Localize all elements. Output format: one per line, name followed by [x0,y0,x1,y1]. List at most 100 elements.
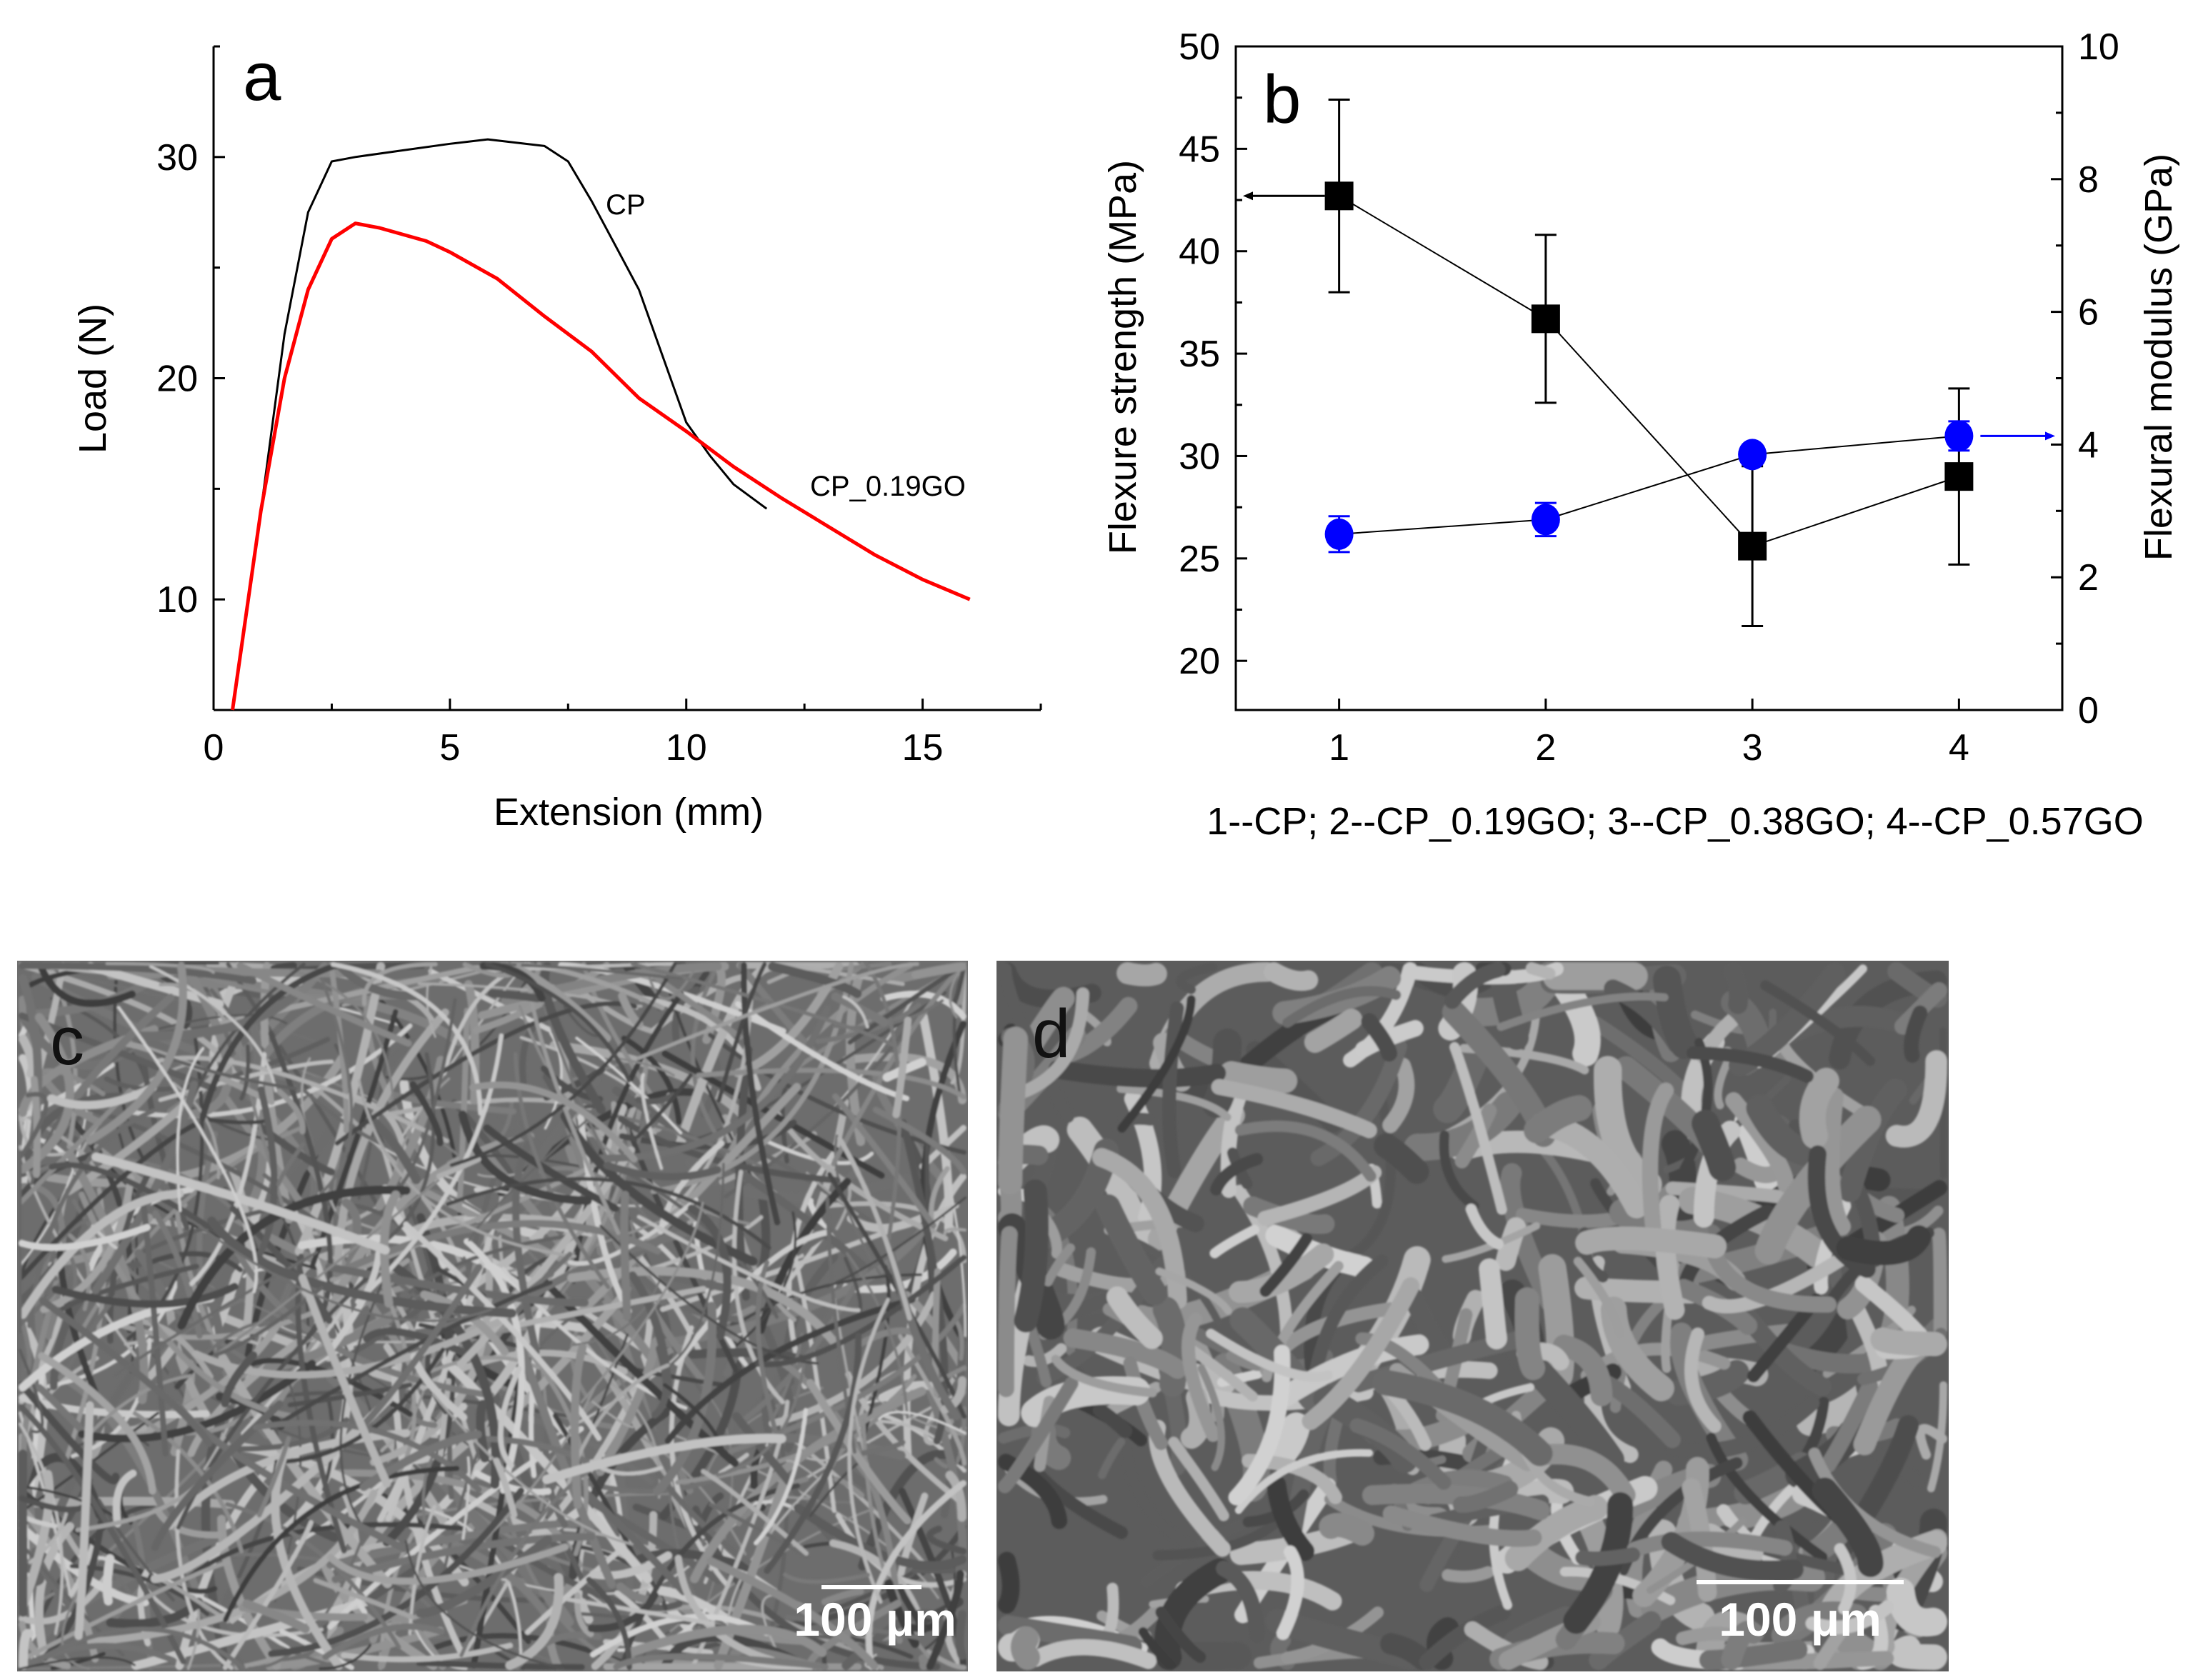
sem-fiber [1575,1547,1641,1566]
sem-fiber [1504,1494,1609,1571]
sem-fiber [1652,965,1699,1059]
sem-fiber [636,1073,693,1139]
arrow-head-right-icon [2045,431,2055,441]
sem-fiber [1886,1577,1947,1636]
sem-fiber [1209,1224,1260,1259]
sem-fiber [591,1401,634,1429]
sem-fiber [19,1091,49,1159]
scale-bar-label-c: 100 μm [794,1593,956,1646]
sem-fiber [1282,986,1402,1028]
sem-fiber [85,961,187,1145]
sem-fiber [276,1142,306,1186]
sem-fiber [40,1174,135,1314]
sem-fiber [334,1001,638,1146]
sem-fiber [1123,1356,1168,1451]
sem-fiber [361,961,438,1006]
sem-fiber [650,962,854,1194]
sem-fiber [1234,1120,1377,1182]
sem-fiber [647,1458,754,1567]
sem-fiber [774,1110,949,1241]
sem-fiber [18,1560,231,1663]
sem-fiber [821,1588,864,1606]
sem-fiber [46,1083,157,1110]
sem-fiber [216,1514,281,1671]
sem-fiber [661,1050,885,1179]
sem-fiber [19,1149,103,1204]
sem-fiber [1010,1626,1041,1671]
sem-fiber [518,1004,751,1226]
sem-fiber [621,1035,682,1125]
sem-fiber [409,1081,444,1146]
sem-fiber [116,1006,259,1294]
sem-fiber [150,1394,394,1584]
sem-fiber [1514,1287,1546,1381]
sem-fiber [473,1470,551,1496]
series-label-cp: CP [606,189,646,221]
sem-fiber [19,1656,136,1671]
sem-fiber [918,1654,929,1671]
sem-fiber [102,1554,115,1606]
sem-fiber [289,969,395,1111]
sem-fiber [1479,1258,1507,1349]
sem-fiber [483,1124,619,1212]
sem-fiber [892,1016,912,1119]
sem-fiber [214,1286,324,1357]
sem-fiber [262,1314,393,1374]
sem-fiber [39,1307,197,1556]
y-left-tick-label-b: 50 [1179,26,1220,68]
sem-fiber [1197,1364,1225,1471]
sem-fiber [201,1419,231,1671]
sem-fiber [81,1374,192,1442]
sem-fiber [18,1404,186,1665]
sem-fiber [1594,1056,1662,1199]
sem-fiber [1216,1560,1266,1644]
sem-fiber [1403,1287,1451,1359]
sem-fiber [468,1113,595,1241]
sem-fiber [1362,1484,1550,1521]
sem-fiber [1210,1153,1264,1196]
sem-fiber [640,1073,664,1171]
sem-fiber [757,1136,874,1166]
sem-fiber [1043,1243,1076,1286]
sem-fiber [1870,1327,1948,1356]
sem-fiber [321,1563,438,1671]
sem-fiber [591,1219,688,1271]
sem-fiber [657,1140,725,1235]
sem-fiber [449,962,677,1167]
sem-image-d: d 100 μm [996,961,1949,1671]
x-tick-label-a: 0 [204,727,224,769]
x-axis-label-a: Extension (mm) [494,791,764,834]
sem-fiber [1573,1256,1625,1339]
sem-fiber [1372,1369,1553,1466]
sem-fiber [674,1229,830,1366]
sem-fiber [1885,1050,1948,1148]
sem-fiber [64,1057,235,1196]
data-point-strength [1738,531,1767,561]
sem-fiber [1095,1194,1168,1306]
sem-fiber [997,1226,1018,1398]
y-left-tick-label-b: 30 [1179,436,1220,477]
sem-fiber [1497,992,1669,1031]
plot-frame-b [1234,45,2064,711]
sem-fiber [572,1611,887,1646]
sem-fiber [954,1319,964,1361]
sem-fiber [458,1110,592,1205]
sem-fiber [1452,1481,1519,1513]
sem-fiber [1319,1512,1375,1546]
sem-fiber [998,1376,1079,1494]
sem-fiber [541,1434,786,1484]
y-right-tick-label-b: 4 [2078,424,2099,466]
sem-fiber [865,1480,966,1670]
sem-fiber [1575,1226,1727,1259]
x-tick-label-a: 5 [439,727,460,769]
sem-fiber [611,1113,772,1173]
sem-fiber [570,1343,587,1509]
sem-fiber [358,1264,483,1431]
sem-fiber [945,1471,967,1522]
sem-fiber [872,1106,966,1175]
sem-fiber [587,1591,659,1632]
sem-fiber [1168,1436,1229,1521]
sem-fiber [783,1572,870,1584]
data-point-modulus [1324,518,1354,550]
